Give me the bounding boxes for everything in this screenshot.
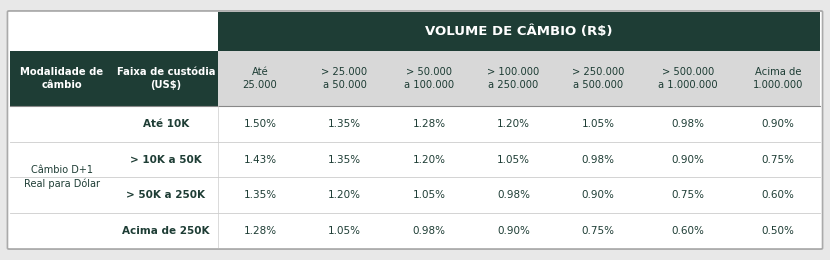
- Text: > 250.000
a 500.000: > 250.000 a 500.000: [572, 67, 624, 90]
- Text: 0.75%: 0.75%: [671, 190, 705, 200]
- Text: 1.20%: 1.20%: [497, 119, 530, 129]
- Text: 0.75%: 0.75%: [582, 226, 615, 236]
- Text: 1.50%: 1.50%: [243, 119, 276, 129]
- Text: Até 10K: Até 10K: [143, 119, 189, 129]
- Text: 0.90%: 0.90%: [671, 155, 705, 165]
- Bar: [217, 12, 820, 51]
- Bar: [217, 51, 820, 106]
- Text: 0.60%: 0.60%: [671, 226, 705, 236]
- Text: 0.90%: 0.90%: [582, 190, 614, 200]
- Text: > 50.000
a 100.000: > 50.000 a 100.000: [404, 67, 454, 90]
- Text: > 10K a 50K: > 10K a 50K: [130, 155, 202, 165]
- Text: 1.35%: 1.35%: [243, 190, 276, 200]
- Text: 1.05%: 1.05%: [328, 226, 361, 236]
- Text: 0.98%: 0.98%: [497, 190, 530, 200]
- Text: 1.35%: 1.35%: [328, 155, 361, 165]
- Text: > 25.000
a 50.000: > 25.000 a 50.000: [321, 67, 368, 90]
- FancyBboxPatch shape: [7, 11, 823, 249]
- Bar: [10, 142, 820, 177]
- Text: Modalidade de
câmbio: Modalidade de câmbio: [21, 67, 104, 90]
- Text: 1.20%: 1.20%: [413, 155, 446, 165]
- Text: 0.75%: 0.75%: [761, 155, 794, 165]
- Text: 1.35%: 1.35%: [328, 119, 361, 129]
- Text: > 100.000
a 250.000: > 100.000 a 250.000: [487, 67, 540, 90]
- Text: > 500.000
a 1.000.000: > 500.000 a 1.000.000: [658, 67, 718, 90]
- Text: 0.98%: 0.98%: [582, 155, 615, 165]
- Text: 1.05%: 1.05%: [582, 119, 615, 129]
- Text: 0.90%: 0.90%: [761, 119, 794, 129]
- Text: 0.90%: 0.90%: [497, 226, 530, 236]
- Bar: [10, 213, 820, 248]
- Text: 1.28%: 1.28%: [413, 119, 446, 129]
- Text: 1.28%: 1.28%: [243, 226, 276, 236]
- Text: 1.05%: 1.05%: [497, 155, 530, 165]
- Text: 0.98%: 0.98%: [413, 226, 446, 236]
- Text: 0.50%: 0.50%: [761, 226, 794, 236]
- Text: 1.43%: 1.43%: [243, 155, 276, 165]
- Text: 1.05%: 1.05%: [413, 190, 446, 200]
- Text: 1.20%: 1.20%: [328, 190, 361, 200]
- Text: > 50K a 250K: > 50K a 250K: [126, 190, 205, 200]
- Text: Faixa de custódia
(US$): Faixa de custódia (US$): [116, 67, 215, 90]
- Text: VOLUME DE CÂMBIO (R$): VOLUME DE CÂMBIO (R$): [425, 25, 613, 38]
- Text: Acima de 250K: Acima de 250K: [122, 226, 209, 236]
- Text: 0.98%: 0.98%: [671, 119, 705, 129]
- Bar: [10, 51, 217, 106]
- Text: Até
25.000: Até 25.000: [242, 67, 277, 90]
- Bar: [10, 106, 820, 142]
- Text: Câmbio D+1
Real para Dólar: Câmbio D+1 Real para Dólar: [24, 165, 100, 189]
- Bar: [10, 177, 820, 213]
- Text: 0.60%: 0.60%: [761, 190, 794, 200]
- Text: Acima de
1.000.000: Acima de 1.000.000: [753, 67, 803, 90]
